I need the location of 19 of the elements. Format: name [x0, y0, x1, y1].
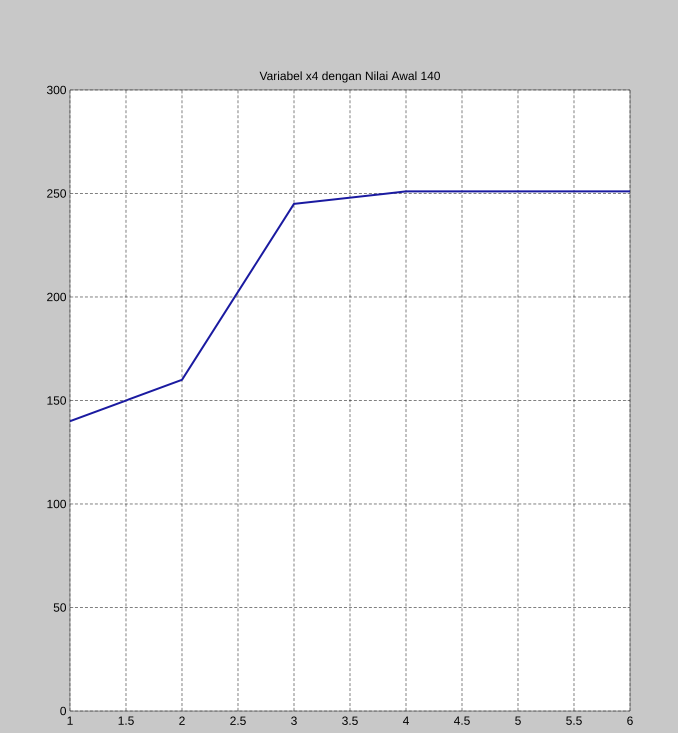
x-tick-label: 3.5 — [342, 716, 358, 725]
y-tick-label: 100 — [47, 500, 66, 508]
x-tick-label: 4.5 — [454, 716, 470, 725]
y-tick-label: 150 — [47, 396, 66, 405]
x-tick-label: 6 — [627, 716, 633, 725]
y-tick-label: 200 — [47, 292, 66, 302]
x-tick-label: 1.5 — [118, 716, 134, 725]
x-tick-label: 5.5 — [566, 716, 582, 725]
x-tick-label: 1 — [68, 716, 73, 725]
x-tick-label: 2 — [179, 716, 185, 725]
y-tick-label: 0 — [60, 706, 66, 716]
x-tick-label: 4 — [402, 716, 409, 725]
x-tick-label: 3 — [291, 716, 297, 725]
y-tick-label: 300 — [46, 86, 66, 94]
x-tick-label: 5 — [515, 716, 521, 725]
chart-title: Variabel x4 dengan Nilai Awal 140 — [260, 71, 440, 82]
y-tick-label: 50 — [54, 603, 66, 612]
y-tick-label: 250 — [47, 189, 66, 198]
x-tick-label: 2.5 — [230, 716, 246, 725]
